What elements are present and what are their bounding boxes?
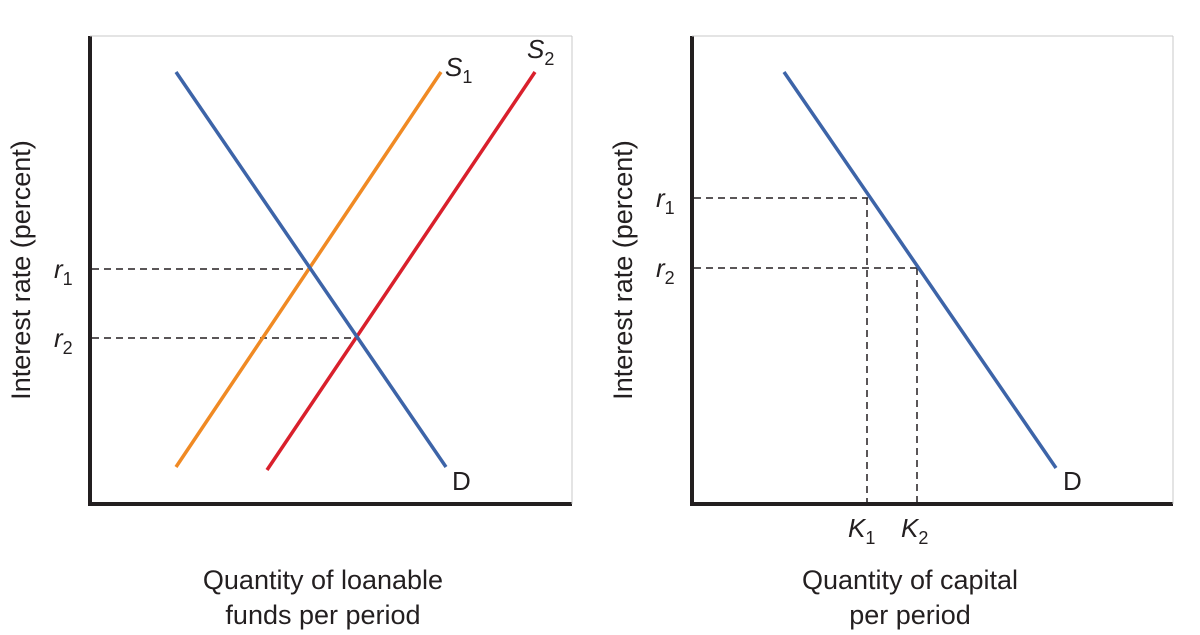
capital-demand-curve [782,71,1058,469]
left-demand-label: D [452,466,471,496]
left-r1-label: r1 [54,254,73,289]
left-x-axis-label-line2: funds per period [225,600,420,630]
left-panel: r1 r2 S1 S2 D Interest rate (percent) Qu… [6,34,573,630]
right-r1-label: r1 [656,183,675,218]
supply-curve-s1 [174,71,443,468]
right-x-axis-label-line2: per period [849,600,971,630]
demand-curve [174,71,448,468]
right-x-axis-label-line1: Quantity of capital [802,565,1018,595]
s2-label: S2 [527,34,554,69]
left-x-axis-label-line1: Quantity of loanable [203,565,443,595]
right-demand-label: D [1063,466,1082,496]
left-r2-label: r2 [54,323,73,358]
right-panel: r1 r2 K1 K2 D Interest rate (percent) Qu… [608,35,1174,630]
supply-curve-s2 [265,71,537,471]
k1-label: K1 [848,513,875,548]
left-y-axis-label: Interest rate (percent) [6,140,36,400]
right-y-axis-label: Interest rate (percent) [608,140,638,400]
s1-label: S1 [445,52,472,87]
k2-label: K2 [901,513,928,548]
right-r2-label: r2 [656,253,675,288]
